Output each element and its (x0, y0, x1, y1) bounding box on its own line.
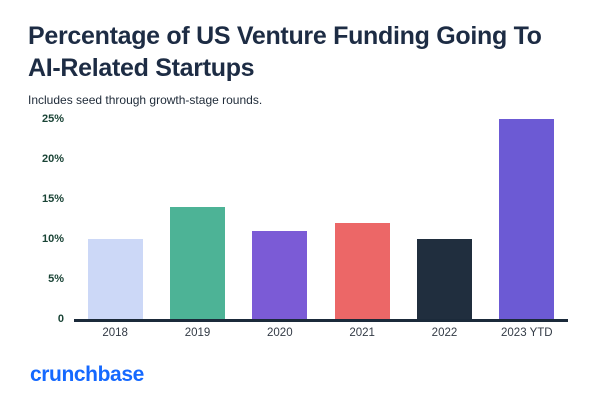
y-tick-label: 20% (41, 153, 64, 165)
bar-slot (156, 119, 238, 319)
y-tick-label: 10% (41, 233, 64, 245)
bar-slot (74, 119, 156, 319)
y-tick-label: 15% (41, 193, 64, 205)
plot-area (74, 119, 568, 322)
y-axis: 0 5% 10% 15% 20% 25% (28, 113, 70, 325)
bar-2021 (334, 223, 390, 319)
bar-slot (239, 119, 321, 319)
x-axis-label: 2020 (267, 327, 293, 339)
bar-2022 (416, 239, 472, 319)
bar-slot (486, 119, 568, 319)
x-axis: 2018 2019 2020 2021 2022 2023 YTD (74, 327, 568, 339)
bar-slot (403, 119, 485, 319)
x-axis-label: 2022 (431, 327, 458, 339)
crunchbase-logo: crunchbase (30, 363, 144, 386)
bar-chart: 0 5% 10% 15% 20% 25% 2018 2019 2020 2021 2022 2023… (28, 113, 572, 353)
x-axis-label: 2023 YTD (501, 327, 553, 339)
y-tick-label: 5% (48, 273, 64, 285)
chart-title: Percentage of US Venture Funding Going T… (28, 22, 542, 82)
footer: crunchbase (28, 363, 572, 387)
chart-subtitle: Includes seed through growth-stage round… (28, 93, 263, 107)
x-axis-label: 2019 (184, 327, 211, 339)
bar-2023-ytd (499, 119, 555, 319)
y-tick-label: 0 (57, 313, 64, 325)
y-tick-label: 25% (41, 113, 64, 125)
x-axis-label: 2018 (102, 327, 128, 339)
bar-slot (321, 119, 403, 319)
bar-2020 (252, 231, 308, 319)
bar-2018 (87, 239, 143, 319)
x-axis-label: 2021 (349, 327, 375, 339)
bar-2019 (169, 207, 225, 319)
